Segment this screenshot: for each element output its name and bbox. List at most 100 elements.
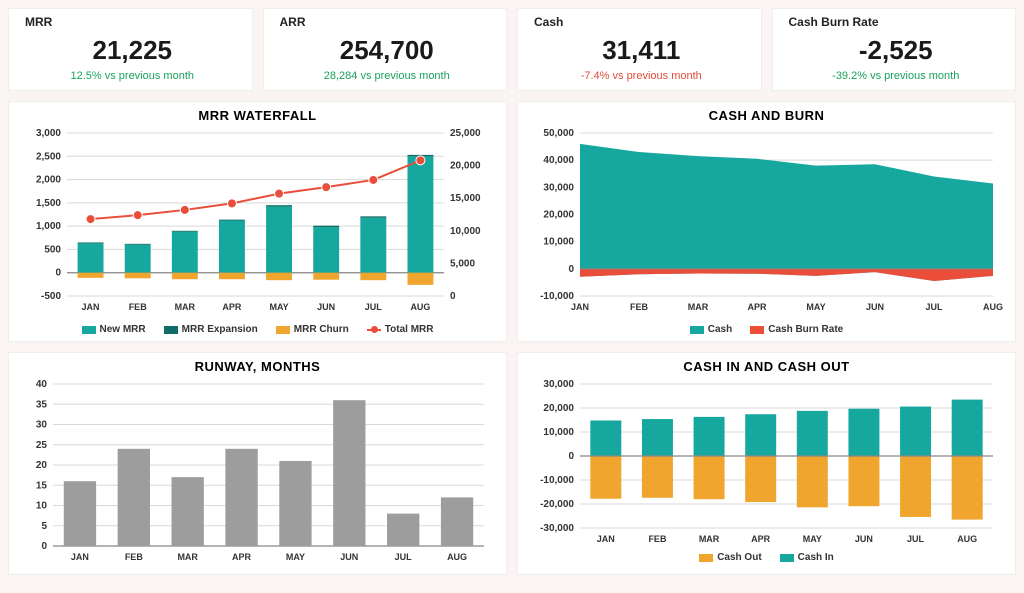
svg-text:30,000: 30,000 <box>543 182 574 193</box>
svg-text:JUL: JUL <box>925 302 943 312</box>
chart-cash-and-burn: -10,000 0 10,000 20,000 30,000 40,000 50,000 JA… <box>528 127 1003 322</box>
svg-text:20: 20 <box>36 460 48 471</box>
svg-text:AUG: AUG <box>957 534 977 544</box>
legend-waterfall: New MRRMRR ExpansionMRR ChurnTotal MRR <box>19 324 496 335</box>
kpi-delta: -39.2% vs previous month <box>789 70 1004 82</box>
kpi-label: ARR <box>280 15 495 29</box>
svg-text:-10,000: -10,000 <box>540 291 574 302</box>
legend-cashburn: CashCash Burn Rate <box>528 324 1005 335</box>
svg-text:0: 0 <box>568 264 574 275</box>
svg-text:APR: APR <box>751 534 771 544</box>
svg-text:FEB: FEB <box>630 302 649 312</box>
panel-cashburn: CASH AND BURN -10,000 0 10,000 20,000 30,000… <box>517 101 1016 342</box>
kpi-value: -2,525 <box>789 35 1004 66</box>
svg-text:MAY: MAY <box>269 302 288 312</box>
panel-cashinout: CASH IN AND CASH OUT -30,000 -20,000 -10,0… <box>517 352 1016 575</box>
svg-text:0: 0 <box>450 291 456 302</box>
svg-text:1,500: 1,500 <box>36 198 61 209</box>
svg-text:-20,000: -20,000 <box>540 499 574 510</box>
svg-text:10,000: 10,000 <box>543 427 574 438</box>
charts-row-2: RUNWAY, MONTHS 0 5 10 15 20 25 30 35 40 JAN FEB MAR… <box>8 352 1016 575</box>
svg-text:25: 25 <box>36 440 48 451</box>
kpi-label: Cash <box>534 15 749 29</box>
svg-text:25,000: 25,000 <box>450 128 481 139</box>
svg-text:2,500: 2,500 <box>36 151 61 162</box>
panel-runway: RUNWAY, MONTHS 0 5 10 15 20 25 30 35 40 JAN FEB MAR… <box>8 352 507 575</box>
kpi-value: 254,700 <box>280 35 495 66</box>
svg-text:20,000: 20,000 <box>543 210 574 221</box>
svg-text:APR: APR <box>747 302 767 312</box>
svg-text:0: 0 <box>568 451 574 462</box>
svg-text:10,000: 10,000 <box>543 237 574 248</box>
svg-text:FEB: FEB <box>125 552 144 562</box>
svg-text:MAR: MAR <box>699 534 720 544</box>
svg-text:JAN: JAN <box>71 552 89 562</box>
kpi-label: MRR <box>25 15 240 29</box>
chart-title: CASH IN AND CASH OUT <box>528 359 1005 374</box>
svg-text:3,000: 3,000 <box>36 128 61 139</box>
kpi-row: MRR 21,225 12.5% vs previous month ARR 2… <box>8 8 1016 91</box>
svg-text:JUN: JUN <box>340 552 358 562</box>
svg-text:JAN: JAN <box>571 302 589 312</box>
chart-title: RUNWAY, MONTHS <box>19 359 496 374</box>
kpi-burn: Cash Burn Rate -2,525 -39.2% vs previous… <box>772 8 1017 91</box>
svg-text:AUG: AUG <box>410 302 430 312</box>
chart-title: MRR WATERFALL <box>19 108 496 123</box>
svg-text:20,000: 20,000 <box>450 161 481 172</box>
kpi-mrr: MRR 21,225 12.5% vs previous month <box>8 8 253 91</box>
kpi-value: 21,225 <box>25 35 240 66</box>
svg-text:MAR: MAR <box>175 302 196 312</box>
svg-text:30: 30 <box>36 420 48 431</box>
svg-text:0: 0 <box>55 268 61 279</box>
svg-text:10,000: 10,000 <box>450 226 481 237</box>
svg-text:JAN: JAN <box>597 534 615 544</box>
svg-text:30,000: 30,000 <box>543 379 574 390</box>
svg-text:FEB: FEB <box>129 302 148 312</box>
svg-text:MAY: MAY <box>806 302 825 312</box>
svg-text:MAR: MAR <box>688 302 709 312</box>
svg-text:JUL: JUL <box>365 302 383 312</box>
svg-text:JUN: JUN <box>855 534 873 544</box>
svg-text:-10,000: -10,000 <box>540 475 574 486</box>
chart-runway: 0510152025303540JANFEBMARAPRMAYJUNJULAUG <box>19 378 494 568</box>
svg-text:5: 5 <box>41 521 47 532</box>
kpi-delta: 12.5% vs previous month <box>25 70 240 82</box>
svg-text:35: 35 <box>36 399 48 410</box>
svg-text:JUL: JUL <box>907 534 925 544</box>
svg-text:0: 0 <box>41 541 47 552</box>
svg-text:FEB: FEB <box>648 534 667 544</box>
kpi-value: 31,411 <box>534 35 749 66</box>
kpi-delta: -7.4% vs previous month <box>534 70 749 82</box>
legend-cashinout: Cash OutCash In <box>528 552 1005 563</box>
svg-text:5,000: 5,000 <box>450 258 475 269</box>
chart-title: CASH AND BURN <box>528 108 1005 123</box>
svg-text:15: 15 <box>36 480 48 491</box>
svg-text:1,000: 1,000 <box>36 221 61 232</box>
kpi-label: Cash Burn Rate <box>789 15 1004 29</box>
charts-row-1: MRR WATERFALL -500 0 500 1,000 1,500 2,000 2,5… <box>8 101 1016 342</box>
svg-text:-30,000: -30,000 <box>540 523 574 534</box>
svg-text:JUL: JUL <box>395 552 413 562</box>
svg-text:40: 40 <box>36 379 48 390</box>
svg-text:500: 500 <box>44 244 61 255</box>
svg-text:AUG: AUG <box>983 302 1003 312</box>
svg-text:50,000: 50,000 <box>543 128 574 139</box>
svg-text:10: 10 <box>36 501 48 512</box>
chart-waterfall: -500 0 500 1,000 1,500 2,000 2,500 3,000 0 5,000 1… <box>19 127 494 322</box>
chart-cash-in-out: -30,000-20,000-10,000010,00020,00030,000… <box>528 378 1003 550</box>
svg-text:APR: APR <box>222 302 242 312</box>
svg-text:JAN: JAN <box>82 302 100 312</box>
panel-waterfall: MRR WATERFALL -500 0 500 1,000 1,500 2,000 2,5… <box>8 101 507 342</box>
svg-text:15,000: 15,000 <box>450 193 481 204</box>
kpi-arr: ARR 254,700 28,284 vs previous month <box>263 8 508 91</box>
svg-text:MAY: MAY <box>286 552 305 562</box>
svg-text:40,000: 40,000 <box>543 155 574 166</box>
svg-text:MAY: MAY <box>803 534 822 544</box>
svg-text:-500: -500 <box>41 291 61 302</box>
kpi-cash: Cash 31,411 -7.4% vs previous month <box>517 8 762 91</box>
svg-text:AUG: AUG <box>447 552 467 562</box>
svg-text:MAR: MAR <box>177 552 198 562</box>
svg-text:2,000: 2,000 <box>36 175 61 186</box>
svg-text:JUN: JUN <box>866 302 884 312</box>
kpi-delta: 28,284 vs previous month <box>280 70 495 82</box>
